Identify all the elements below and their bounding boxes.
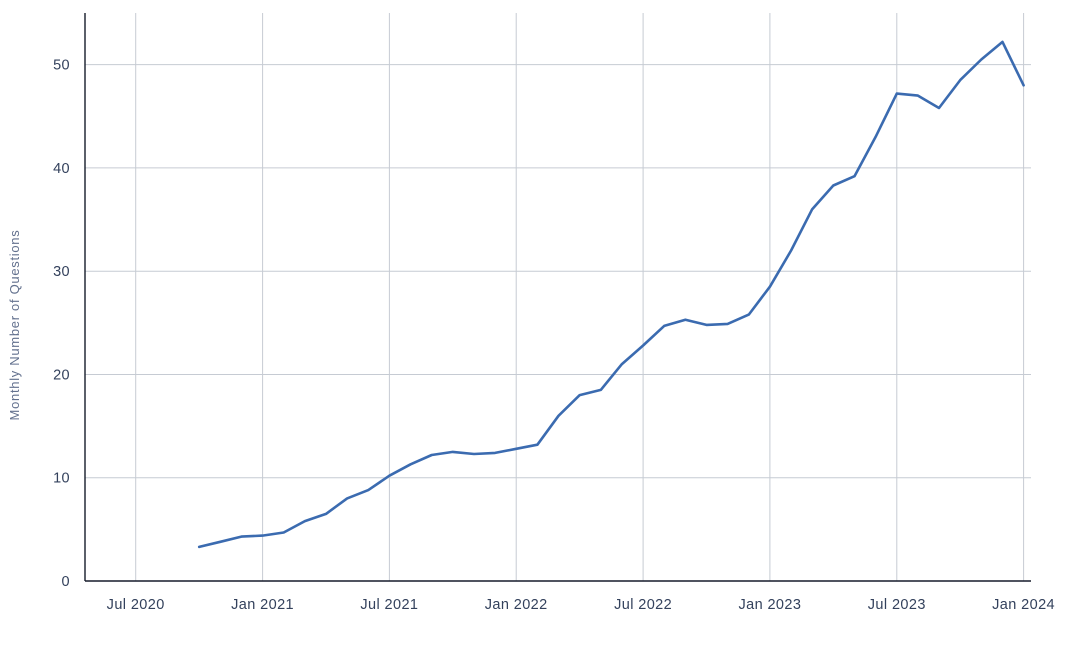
x-tick-label: Jul 2022 <box>614 597 672 613</box>
x-tick-label: Jan 2022 <box>485 597 548 613</box>
series-line <box>197 40 1025 549</box>
gridlines <box>85 13 1031 581</box>
y-tick-label: 50 <box>53 58 70 74</box>
y-tick-label: 10 <box>53 471 70 487</box>
y-tick-label: 0 <box>62 574 70 590</box>
x-tick-label: Jan 2023 <box>738 597 801 613</box>
x-tick-label: Jul 2020 <box>107 597 165 613</box>
y-axis-title: Monthly Number of Questions <box>7 230 22 421</box>
y-tick-label: 20 <box>53 368 70 384</box>
y-tick-label: 40 <box>53 161 70 177</box>
x-tick-label: Jul 2021 <box>360 597 418 613</box>
x-tick-label: Jul 2023 <box>868 597 926 613</box>
y-tick-label: 30 <box>53 264 70 280</box>
x-tick-label: Jan 2021 <box>231 597 294 613</box>
x-tick-label: Jan 2024 <box>992 597 1055 613</box>
